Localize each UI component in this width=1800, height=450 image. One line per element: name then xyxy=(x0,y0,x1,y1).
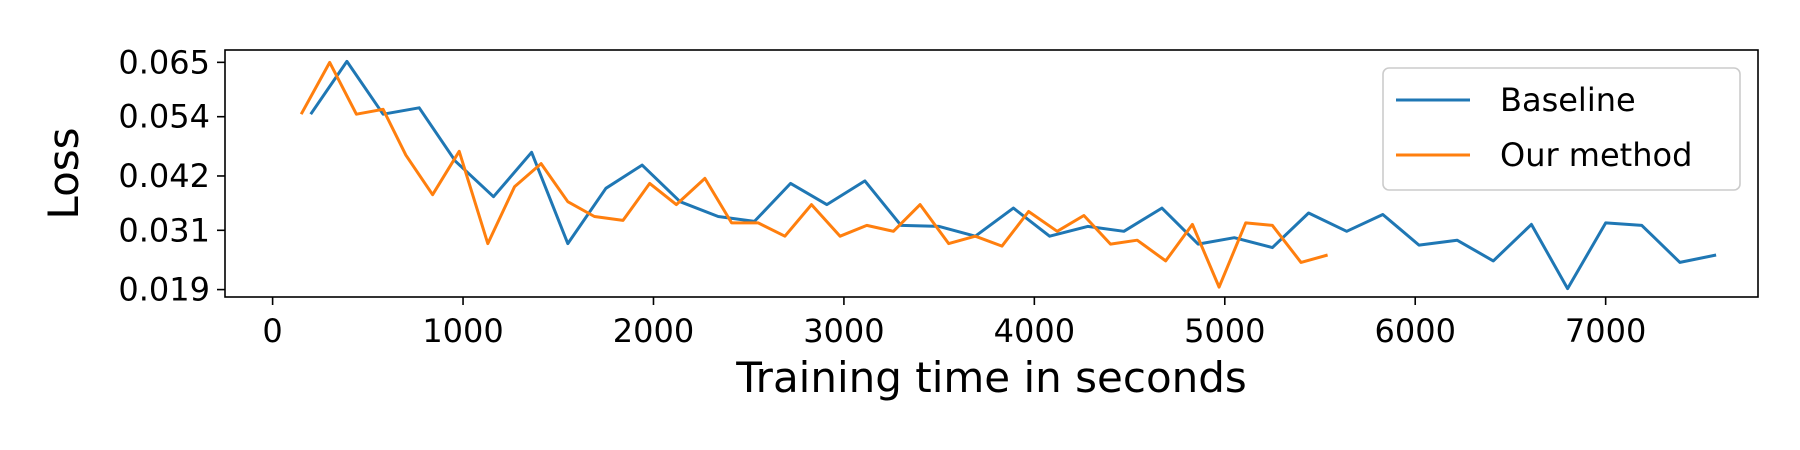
legend-label-baseline: Baseline xyxy=(1500,81,1636,119)
x-tick-label: 4000 xyxy=(994,312,1075,350)
x-tick-label: 0 xyxy=(262,312,282,350)
x-tick-label: 2000 xyxy=(613,312,694,350)
y-tick-label: 0.031 xyxy=(118,211,210,249)
y-tick-label: 0.054 xyxy=(118,98,210,136)
x-tick-label: 7000 xyxy=(1565,312,1646,350)
y-axis-label: Loss xyxy=(39,127,88,219)
series-line-our-method xyxy=(299,60,1329,289)
plot-frame xyxy=(224,49,1759,298)
legend: Baseline Our method xyxy=(1382,67,1741,191)
y-tick-label: 0.065 xyxy=(118,43,210,81)
x-tick-label: 1000 xyxy=(422,312,503,350)
x-axis: 0 1000 2000 3000 4000 5000 6000 7000 xyxy=(262,297,1646,350)
x-tick-label: 5000 xyxy=(1184,312,1265,350)
y-tick-label: 0.019 xyxy=(118,271,210,309)
x-axis-label: Training time in seconds xyxy=(735,353,1247,402)
series-line-baseline xyxy=(309,59,1717,291)
x-tick-label: 3000 xyxy=(803,312,884,350)
legend-label-our-method: Our method xyxy=(1500,136,1692,174)
y-axis: 0.019 0.031 0.042 0.054 0.065 xyxy=(118,43,225,309)
legend-box xyxy=(1382,67,1741,191)
y-tick-label: 0.042 xyxy=(118,157,210,195)
x-tick-label: 6000 xyxy=(1374,312,1455,350)
series-layer xyxy=(299,59,1717,291)
